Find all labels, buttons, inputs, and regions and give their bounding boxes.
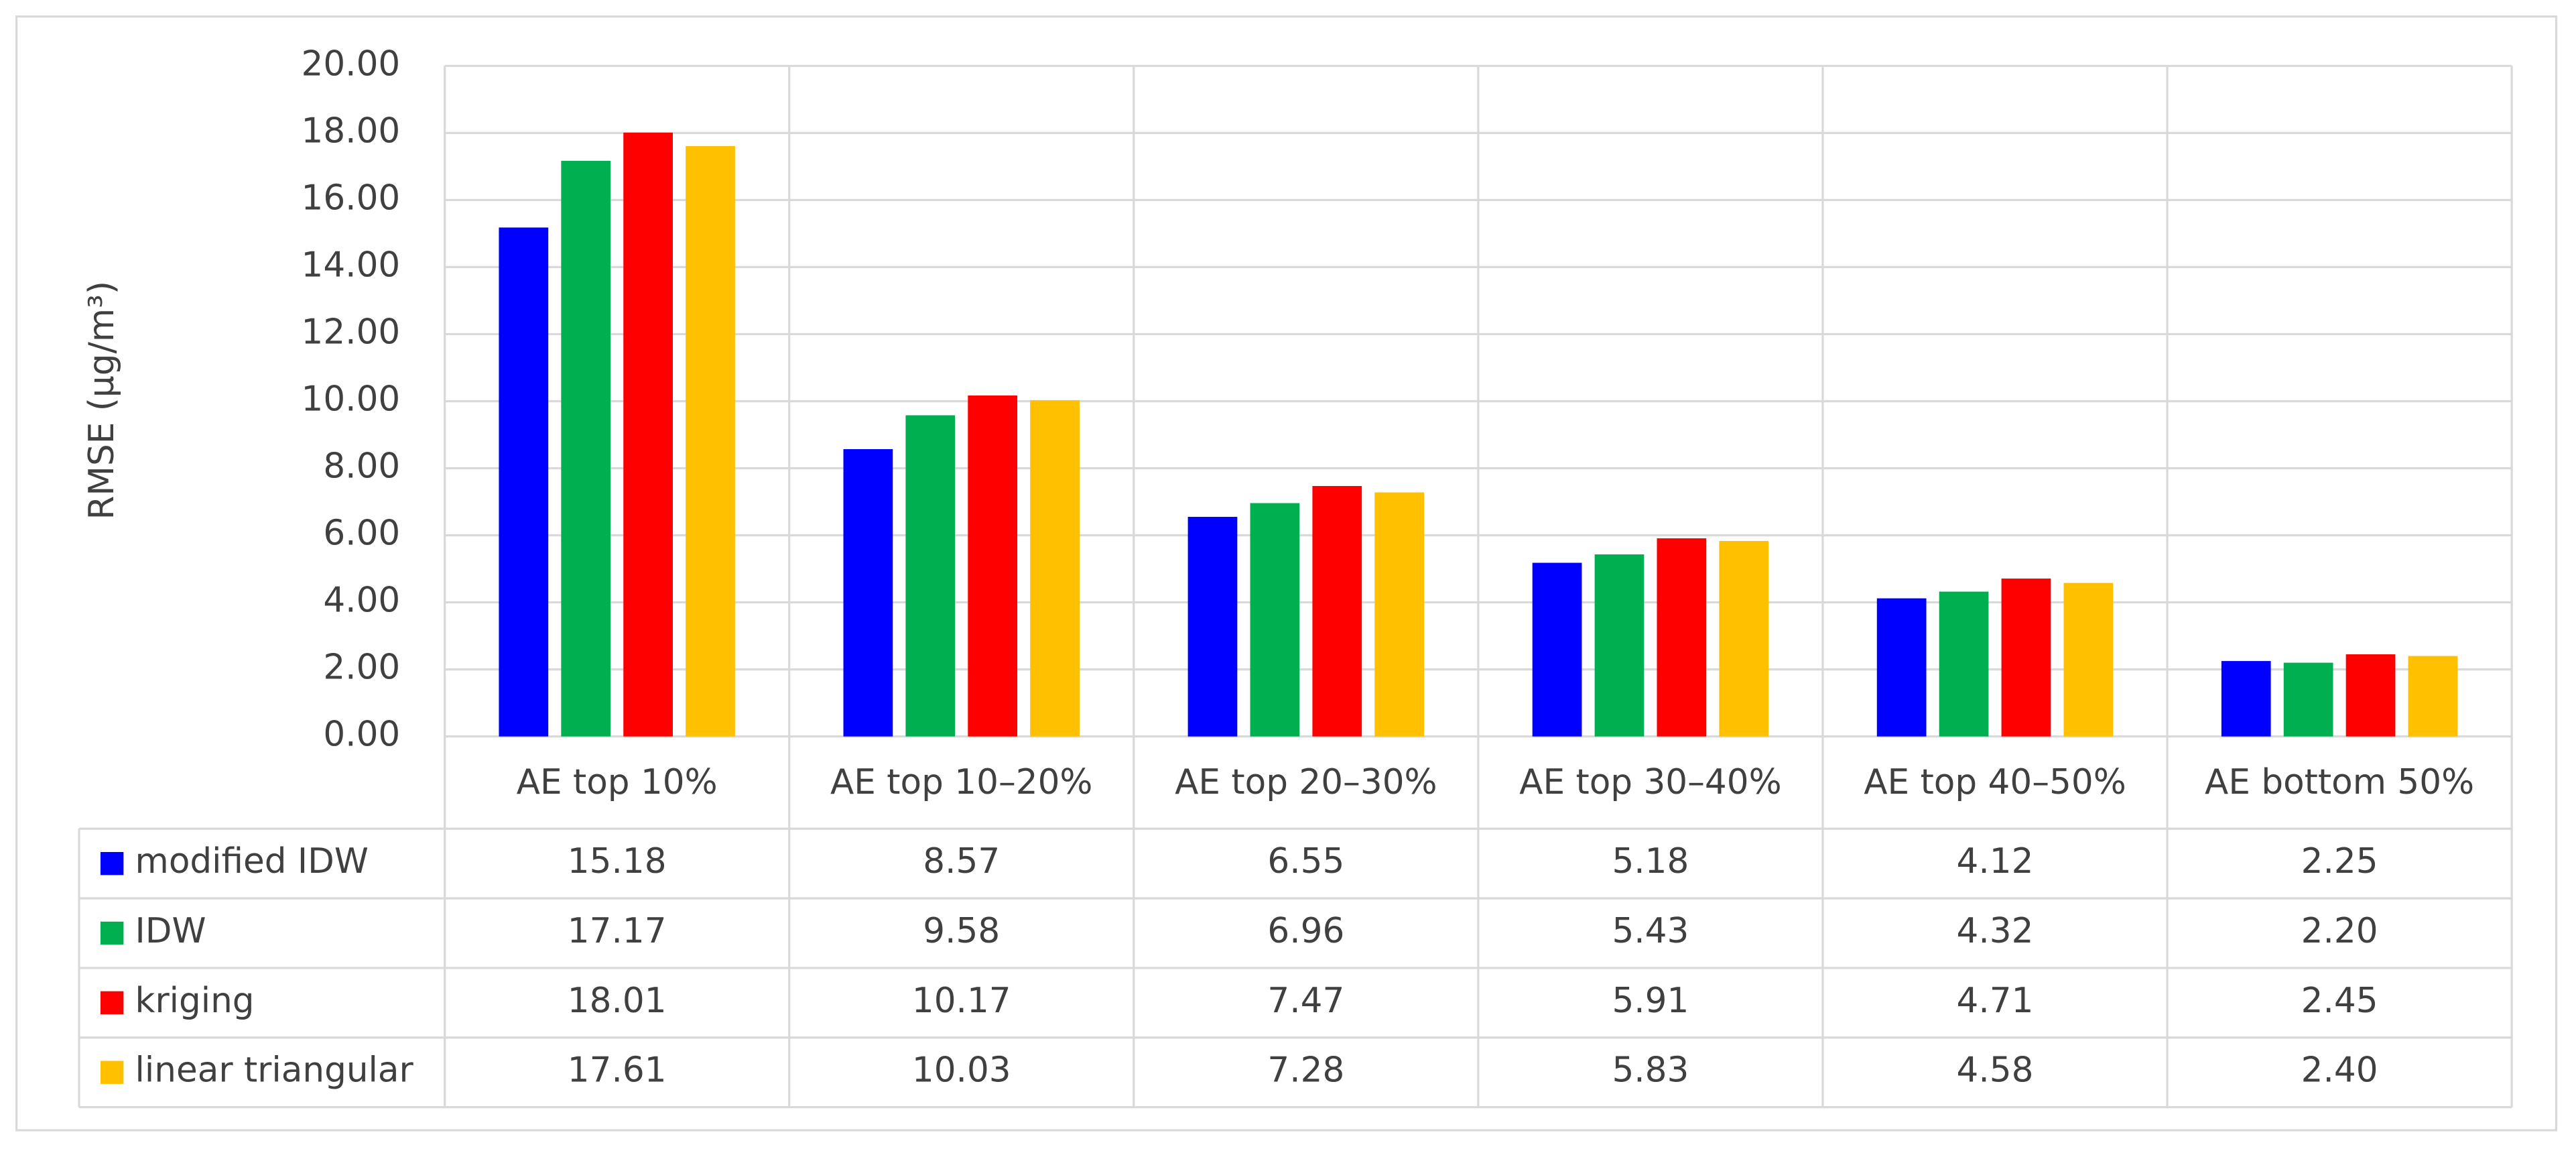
- bar: [2345, 654, 2396, 737]
- table-value: 7.47: [1267, 981, 1344, 1021]
- legend-label: modified IDW: [135, 841, 369, 882]
- y-tick-label: 16.00: [302, 178, 401, 218]
- table-value: 4.32: [1957, 911, 2034, 951]
- table-value: 8.57: [923, 841, 1000, 882]
- table-value: 4.12: [1957, 841, 2034, 882]
- x-tick-label: AE top 40–50%: [1864, 762, 2126, 802]
- legend-key: [100, 1061, 124, 1084]
- bar: [1312, 486, 1362, 737]
- y-tick-label: 18.00: [302, 111, 401, 151]
- bar: [1030, 400, 1080, 737]
- legend-key: [100, 921, 124, 945]
- bar: [561, 160, 611, 737]
- table-value: 9.58: [923, 911, 1000, 951]
- bar: [1657, 538, 1707, 737]
- bar: [2221, 661, 2271, 737]
- table-value: 10.03: [912, 1050, 1011, 1091]
- bar: [905, 415, 956, 737]
- table-value: 5.43: [1612, 911, 1689, 951]
- table-value: 5.18: [1612, 841, 1689, 882]
- legend-label: linear triangular: [135, 1050, 414, 1091]
- y-tick-label: 14.00: [302, 245, 401, 285]
- bar: [1250, 503, 1300, 737]
- y-tick-label: 20.00: [302, 44, 401, 84]
- y-tick-label: 6.00: [323, 513, 400, 554]
- bar: [686, 145, 735, 737]
- table-value: 4.58: [1957, 1050, 2034, 1091]
- table-value: 7.28: [1267, 1050, 1344, 1091]
- table-value: 18.01: [568, 981, 667, 1021]
- legend-label: IDW: [135, 911, 206, 951]
- y-tick-label: 10.00: [302, 379, 401, 419]
- table-value: 2.45: [2301, 981, 2378, 1021]
- bar: [1594, 554, 1645, 737]
- bar: [499, 227, 549, 737]
- x-tick-label: AE top 20–30%: [1175, 762, 1437, 802]
- table-value: 4.71: [1957, 981, 2034, 1021]
- table-value: 17.61: [568, 1050, 667, 1091]
- legend-label: kriging: [135, 981, 255, 1021]
- table-value: 5.83: [1612, 1050, 1689, 1091]
- y-tick-label: 8.00: [323, 446, 400, 486]
- table-value: 5.91: [1612, 981, 1689, 1021]
- bar: [2283, 662, 2333, 737]
- legend-key: [100, 991, 124, 1015]
- x-tick-label: AE top 30–40%: [1519, 762, 1781, 802]
- table-value: 6.96: [1267, 911, 1344, 951]
- table-value: 2.25: [2301, 841, 2378, 882]
- bar: [1876, 598, 1927, 737]
- bar: [968, 395, 1018, 737]
- bar: [2408, 656, 2458, 737]
- table-value: 17.17: [568, 911, 667, 951]
- y-axis-label: RMSE (μg/m³): [82, 281, 122, 520]
- y-tick-label: 0.00: [323, 715, 400, 755]
- y-tick-label: 2.00: [323, 648, 400, 688]
- x-tick-label: AE top 10–20%: [830, 762, 1092, 802]
- bar: [2001, 579, 2051, 737]
- table-value: 2.20: [2301, 911, 2378, 951]
- bar: [1374, 492, 1425, 737]
- x-tick-label: AE bottom 50%: [2205, 762, 2474, 802]
- y-tick-label: 4.00: [323, 581, 400, 621]
- x-tick-label: AE top 10%: [517, 762, 718, 802]
- table-value: 6.55: [1267, 841, 1344, 882]
- bar: [2063, 583, 2114, 737]
- legend-key: [100, 851, 124, 875]
- bar: [843, 448, 893, 737]
- table-value: 15.18: [568, 841, 667, 882]
- bar: [1939, 591, 1989, 737]
- table-value: 10.17: [912, 981, 1011, 1021]
- bar: [623, 132, 673, 737]
- bar: [1719, 541, 1769, 737]
- y-tick-label: 12.00: [302, 312, 401, 352]
- bar: [1187, 517, 1238, 737]
- bar: [1532, 562, 1582, 737]
- table-value: 2.40: [2301, 1050, 2378, 1091]
